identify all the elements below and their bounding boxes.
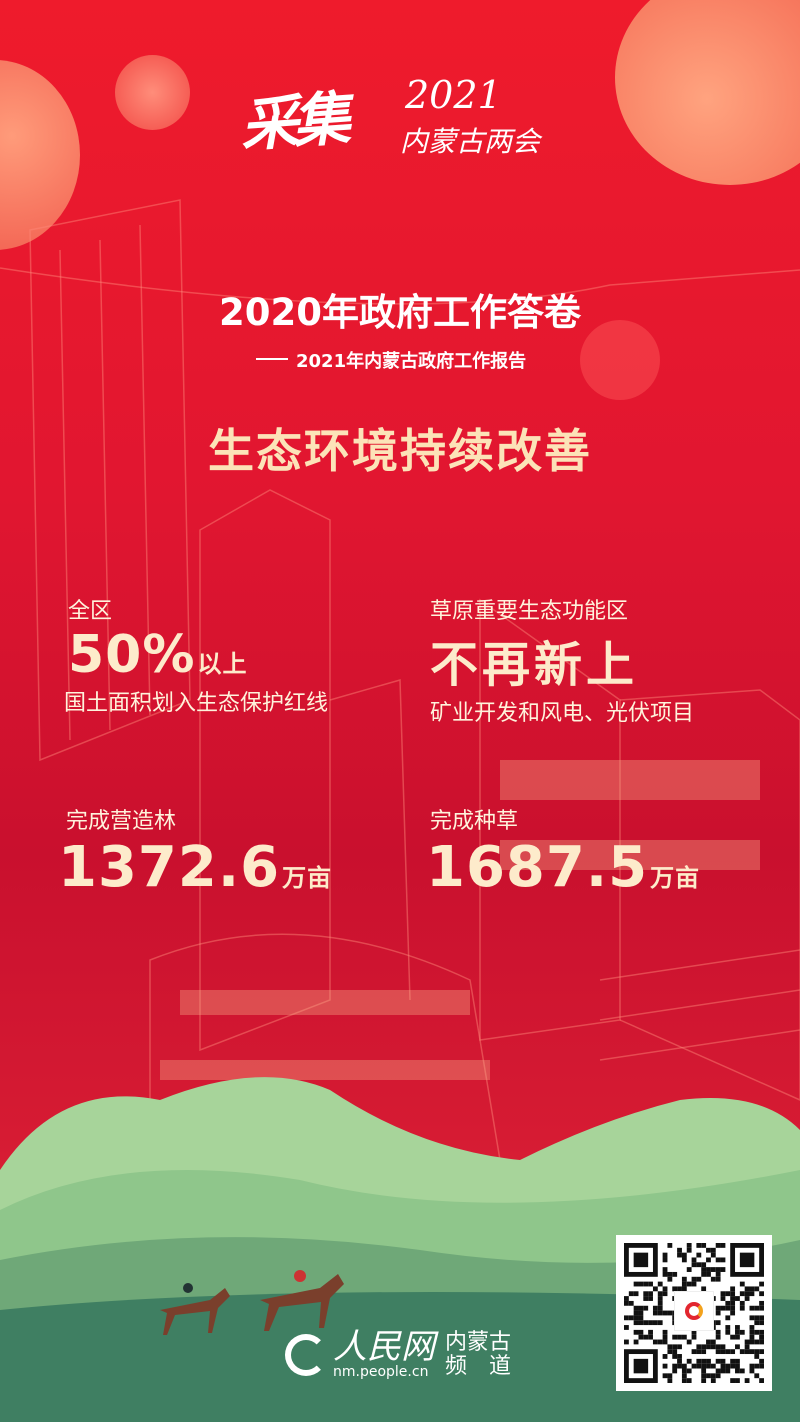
stat-afforestation: 完成营造林 1372.6万亩	[58, 809, 333, 900]
theme-heading: 生态环境持续改善	[208, 424, 592, 478]
decor-circle	[115, 55, 190, 130]
people-cn-logo-icon	[285, 1334, 327, 1376]
decor-circle	[580, 320, 660, 400]
page-title: 2020年政府工作答卷	[219, 291, 581, 334]
qr-code-pattern	[624, 1243, 764, 1383]
qr-code[interactable]	[616, 1235, 772, 1391]
page-subtitle: 2021年内蒙古政府工作报告	[255, 347, 526, 373]
stat-grassland: 草原重要生态功能区 不再新上 矿业开发和风电、光伏项目	[430, 599, 695, 726]
event-logo: 采集 2021 内蒙古两会	[238, 73, 541, 160]
stat-grass-planting: 完成种草 1687.5万亩	[426, 809, 701, 900]
people-cn-logo: 人民网 nm.people.cn 内蒙古频 道	[285, 1330, 511, 1380]
qr-center-logo-icon	[674, 1291, 714, 1331]
horse-riders-icon	[160, 1270, 344, 1335]
grassland-hills	[0, 1077, 800, 1422]
stat-red-line: 全区 50%以上 国土面积划入生态保护红线	[64, 599, 329, 716]
